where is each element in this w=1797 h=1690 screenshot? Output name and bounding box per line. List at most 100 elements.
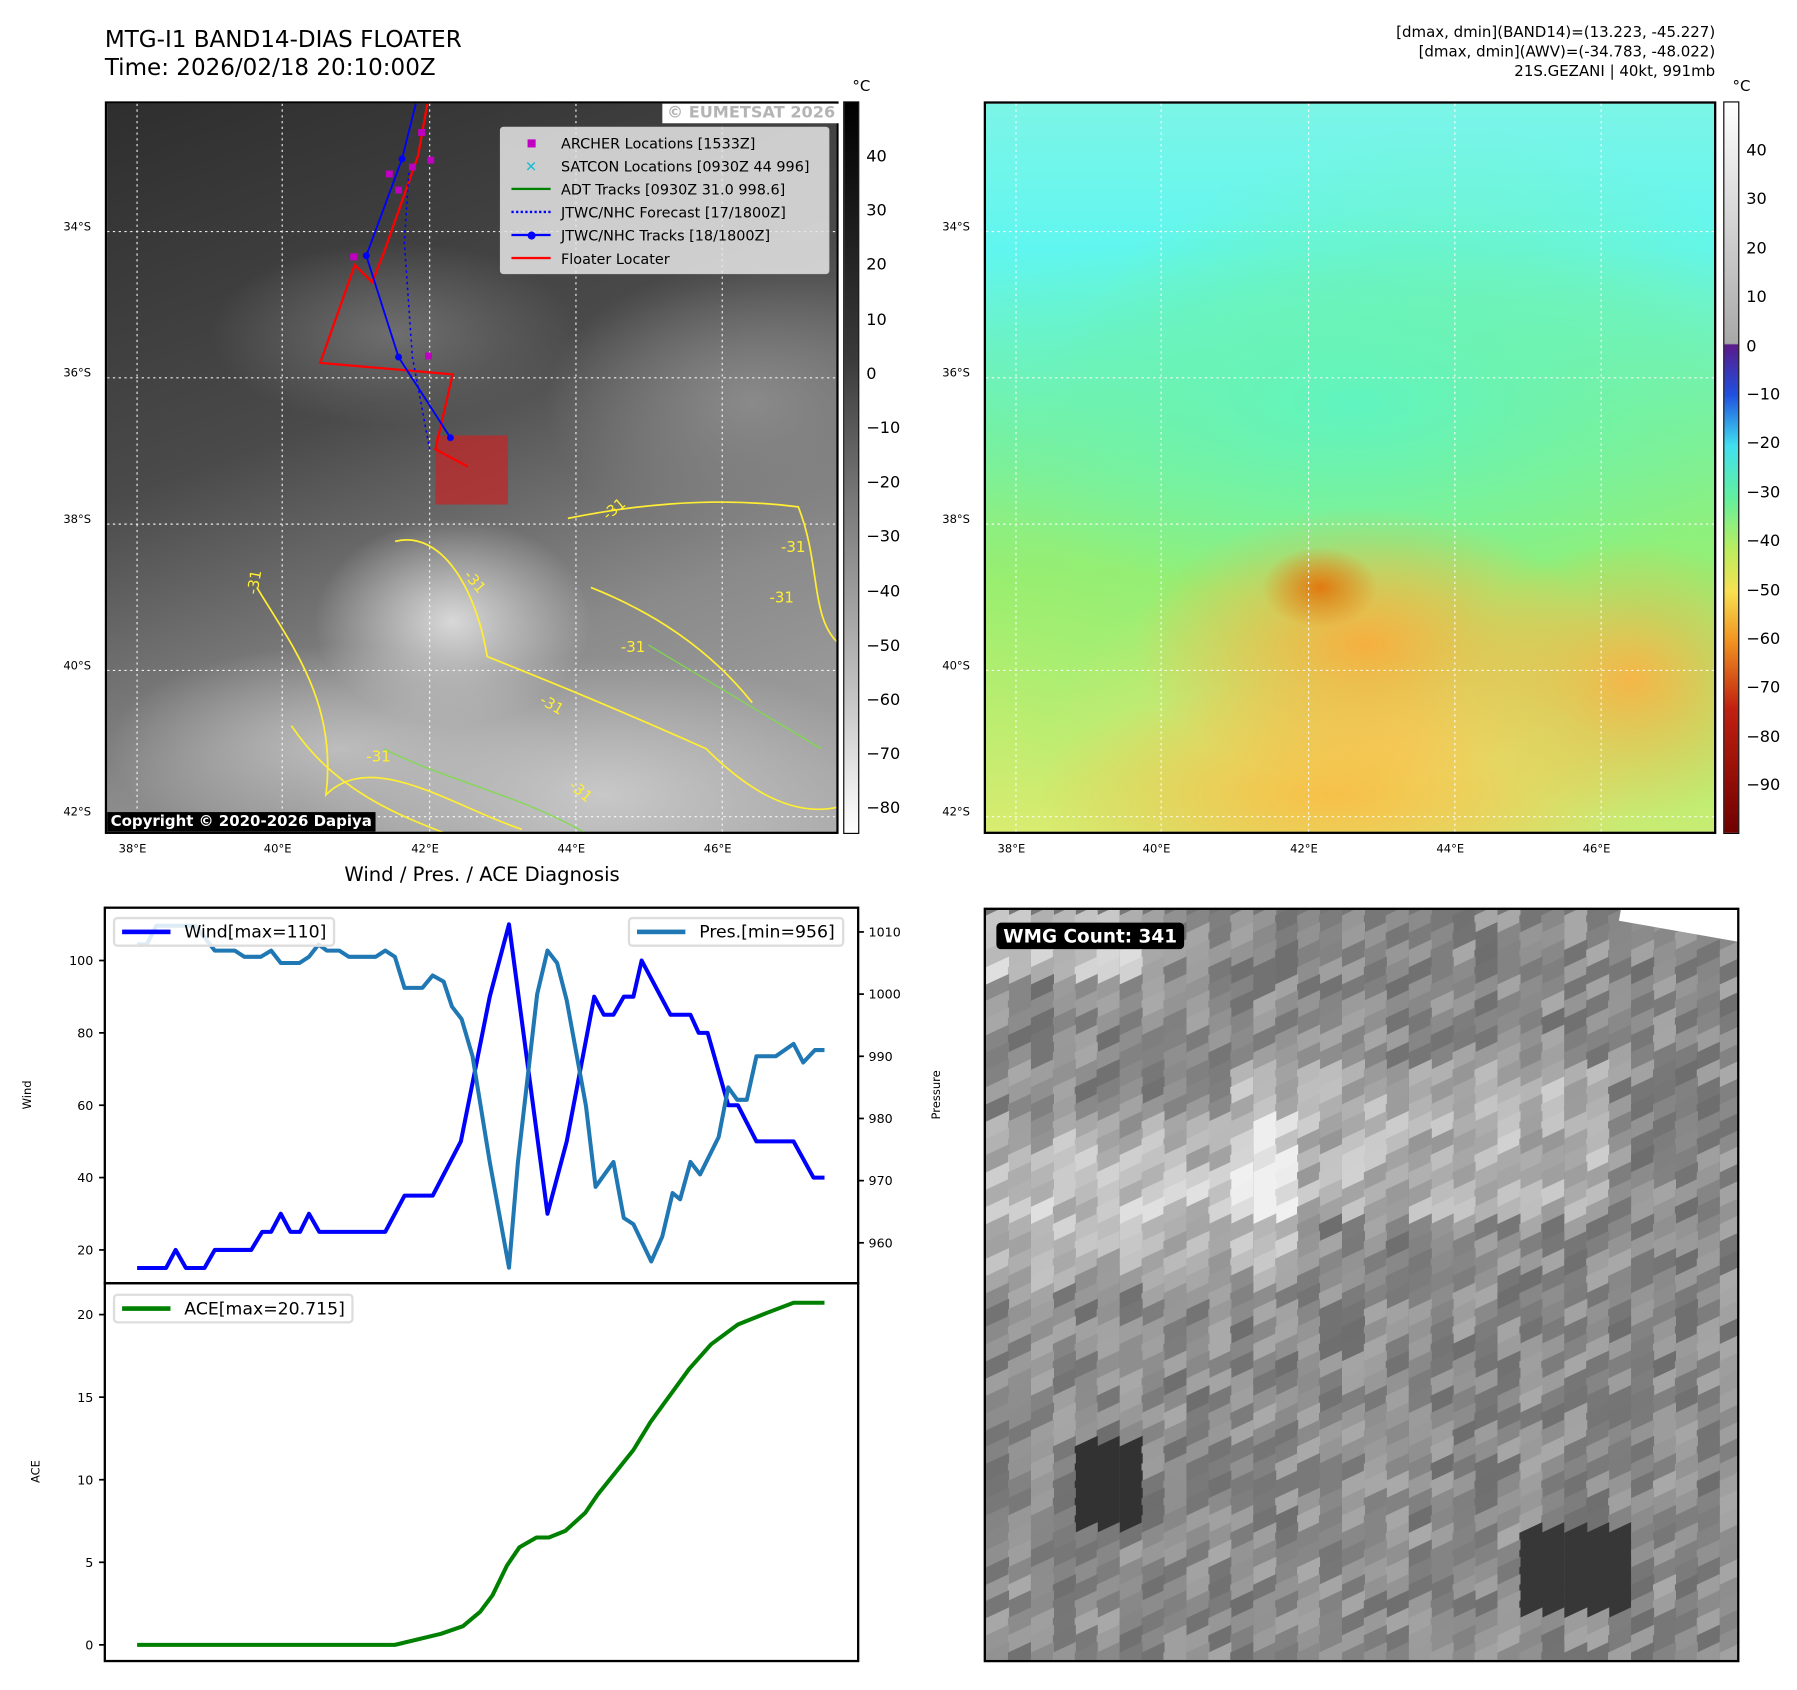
square-marker-icon [508,136,554,150]
copyright-label: Copyright © 2020-2026 Dapiya [107,812,376,832]
legend-label: JTWC/NHC Forecast [17/1800Z] [560,203,786,221]
colorbar-tick-label: −40 [866,582,901,601]
colorbar-tick-label: −60 [866,691,901,710]
y2-tick-label: 980 [869,1111,893,1126]
gridlines [986,103,1715,832]
ace-axis-label: ACE [30,1460,44,1484]
lat-tick-label: 36°S [942,367,970,381]
plot-frame [103,1282,860,1663]
y-tick-label: 0 [85,1637,93,1652]
pressure-line-icon [637,929,686,935]
y2-tick-label: 970 [869,1173,893,1188]
wind-legend: Wind[max=110] [112,916,336,947]
colorbar-tick-label: −50 [866,636,901,656]
contour-lines [256,501,837,832]
y-tick-label: 15 [77,1390,93,1405]
lat-tick-label: 38°S [63,513,92,527]
wind-axis-label: Wind [21,1080,35,1110]
plot-frame [103,906,860,1285]
info-band14-range: [dmax, dmin](BAND14)=(13.223, -45.227) [1396,24,1716,42]
awv-colorbar [1723,101,1740,834]
contour-label: -31 [620,639,646,657]
series-line-wind [137,922,825,1271]
y-tick-label: 100 [69,953,93,968]
colorbar-tick-label: −20 [866,473,901,493]
line-icon [508,251,554,265]
colorbar-tick-label: 20 [1746,239,1767,258]
wmg-count-label: WMG Count: 341 [996,922,1184,950]
legend-label: ACE[max=20.715] [184,1298,345,1319]
colorbar-tick-label: 30 [866,201,887,221]
lon-tick-label: 46°E [1582,843,1611,856]
legend-label: ADT Tracks [0930Z 31.0 998.6] [560,180,786,198]
info-awv-range: [dmax, dmin](AWV)=(-34.783, -48.022) [1418,43,1716,62]
y2-tick-label: 1000 [869,987,901,1002]
y-tick-label: 60 [77,1098,93,1113]
legend-label: Floater Locater [560,249,670,267]
colorbar-tick-label: −30 [866,528,901,547]
lon-tick-label: 42°E [411,843,439,856]
y2-tick-label: 960 [869,1235,893,1250]
contour-label: -31 [366,748,391,767]
colorbar-tick-label: −70 [1746,678,1781,698]
contour-label: -31 [769,589,794,608]
lat-tick-label: 34°S [63,221,92,234]
colorbar-unit: °C [1732,78,1751,96]
diagnosis-chart-title: Wind / Pres. / ACE Diagnosis [344,863,620,887]
contour-label: -31 [780,539,806,557]
lon-tick-label: 42°E [1290,843,1318,856]
colorbar-tick-label: −60 [1746,630,1781,649]
legend-floater: Floater Locater [508,247,821,270]
floater-box [435,435,508,505]
lon-tick-label: 38°E [118,843,147,856]
lon-tick-label: 38°E [997,843,1026,856]
series-line-pres [137,923,825,1270]
wmg-grid-panel [983,907,1740,1663]
legend-jtwc-tracks: JTWC/NHC Tracks [18/1800Z] [508,223,821,246]
y2-tick-label: 1010 [869,925,901,940]
lat-tick-label: 40°S [942,660,970,673]
colorbar-tick-label: −50 [1746,581,1781,600]
legend-label: SATCON Locations [0930Z 44 996] [560,157,810,175]
jtwc-forecast-track [403,172,431,450]
series-line-ace [137,1300,825,1647]
colorbar-tick-label: 20 [866,256,887,275]
colorbar-unit: °C [852,78,871,96]
y-tick-label: 10 [77,1472,93,1487]
y2-tick-label: 990 [869,1049,893,1064]
legend-adt: ADT Tracks [0930Z 31.0 998.6] [508,177,821,200]
archer-locations [350,129,435,360]
legend-satcon: ✕ SATCON Locations [0930Z 44 996] [508,154,821,177]
legend-label: JTWC/NHC Tracks [18/1800Z] [560,226,771,244]
lat-tick-label: 34°S [942,221,970,234]
y-tick-label: 40 [77,1170,93,1185]
x-marker-icon: ✕ [524,157,538,175]
colorbar-tick-label: −40 [1746,532,1781,551]
lon-tick-label: 44°E [557,843,586,856]
map-legend: ARCHER Locations [1533Z] ✕ SATCON Locatio… [499,126,830,275]
legend-label: Wind[max=110] [184,921,327,943]
colorbar-tick-label: −80 [1746,727,1781,747]
lon-tick-label: 46°E [703,843,732,856]
figure-info: [dmax, dmin](BAND14)=(13.223, -45.227) [… [1396,23,1715,82]
lat-tick-label: 36°S [63,367,92,381]
title-time: Time: 2026/02/18 20:10:00Z [104,52,436,81]
wind-line-icon [122,929,171,935]
colorbar-tick-label: 10 [1746,288,1767,307]
legend-label: Pres.[min=956] [699,921,835,943]
colorbar-tick-label: 30 [1746,190,1767,209]
colorbar-tick-label: 0 [1746,337,1757,356]
pressure-legend: Pres.[min=956] [627,916,844,947]
ir-colorbar [843,101,860,834]
colorbar-tick-label: 10 [866,310,887,329]
lon-tick-label: 40°E [1142,843,1171,856]
colorbar-tick-label: −10 [866,419,901,438]
ace-legend: ACE[max=20.715] [112,1293,355,1324]
line-icon [508,182,554,196]
colorbar-tick-label: −20 [1746,434,1781,454]
lon-tick-label: 40°E [263,843,292,856]
ace-line-icon [122,1306,171,1311]
lat-tick-label: 42°S [942,806,970,820]
lat-tick-label: 38°S [942,513,970,527]
